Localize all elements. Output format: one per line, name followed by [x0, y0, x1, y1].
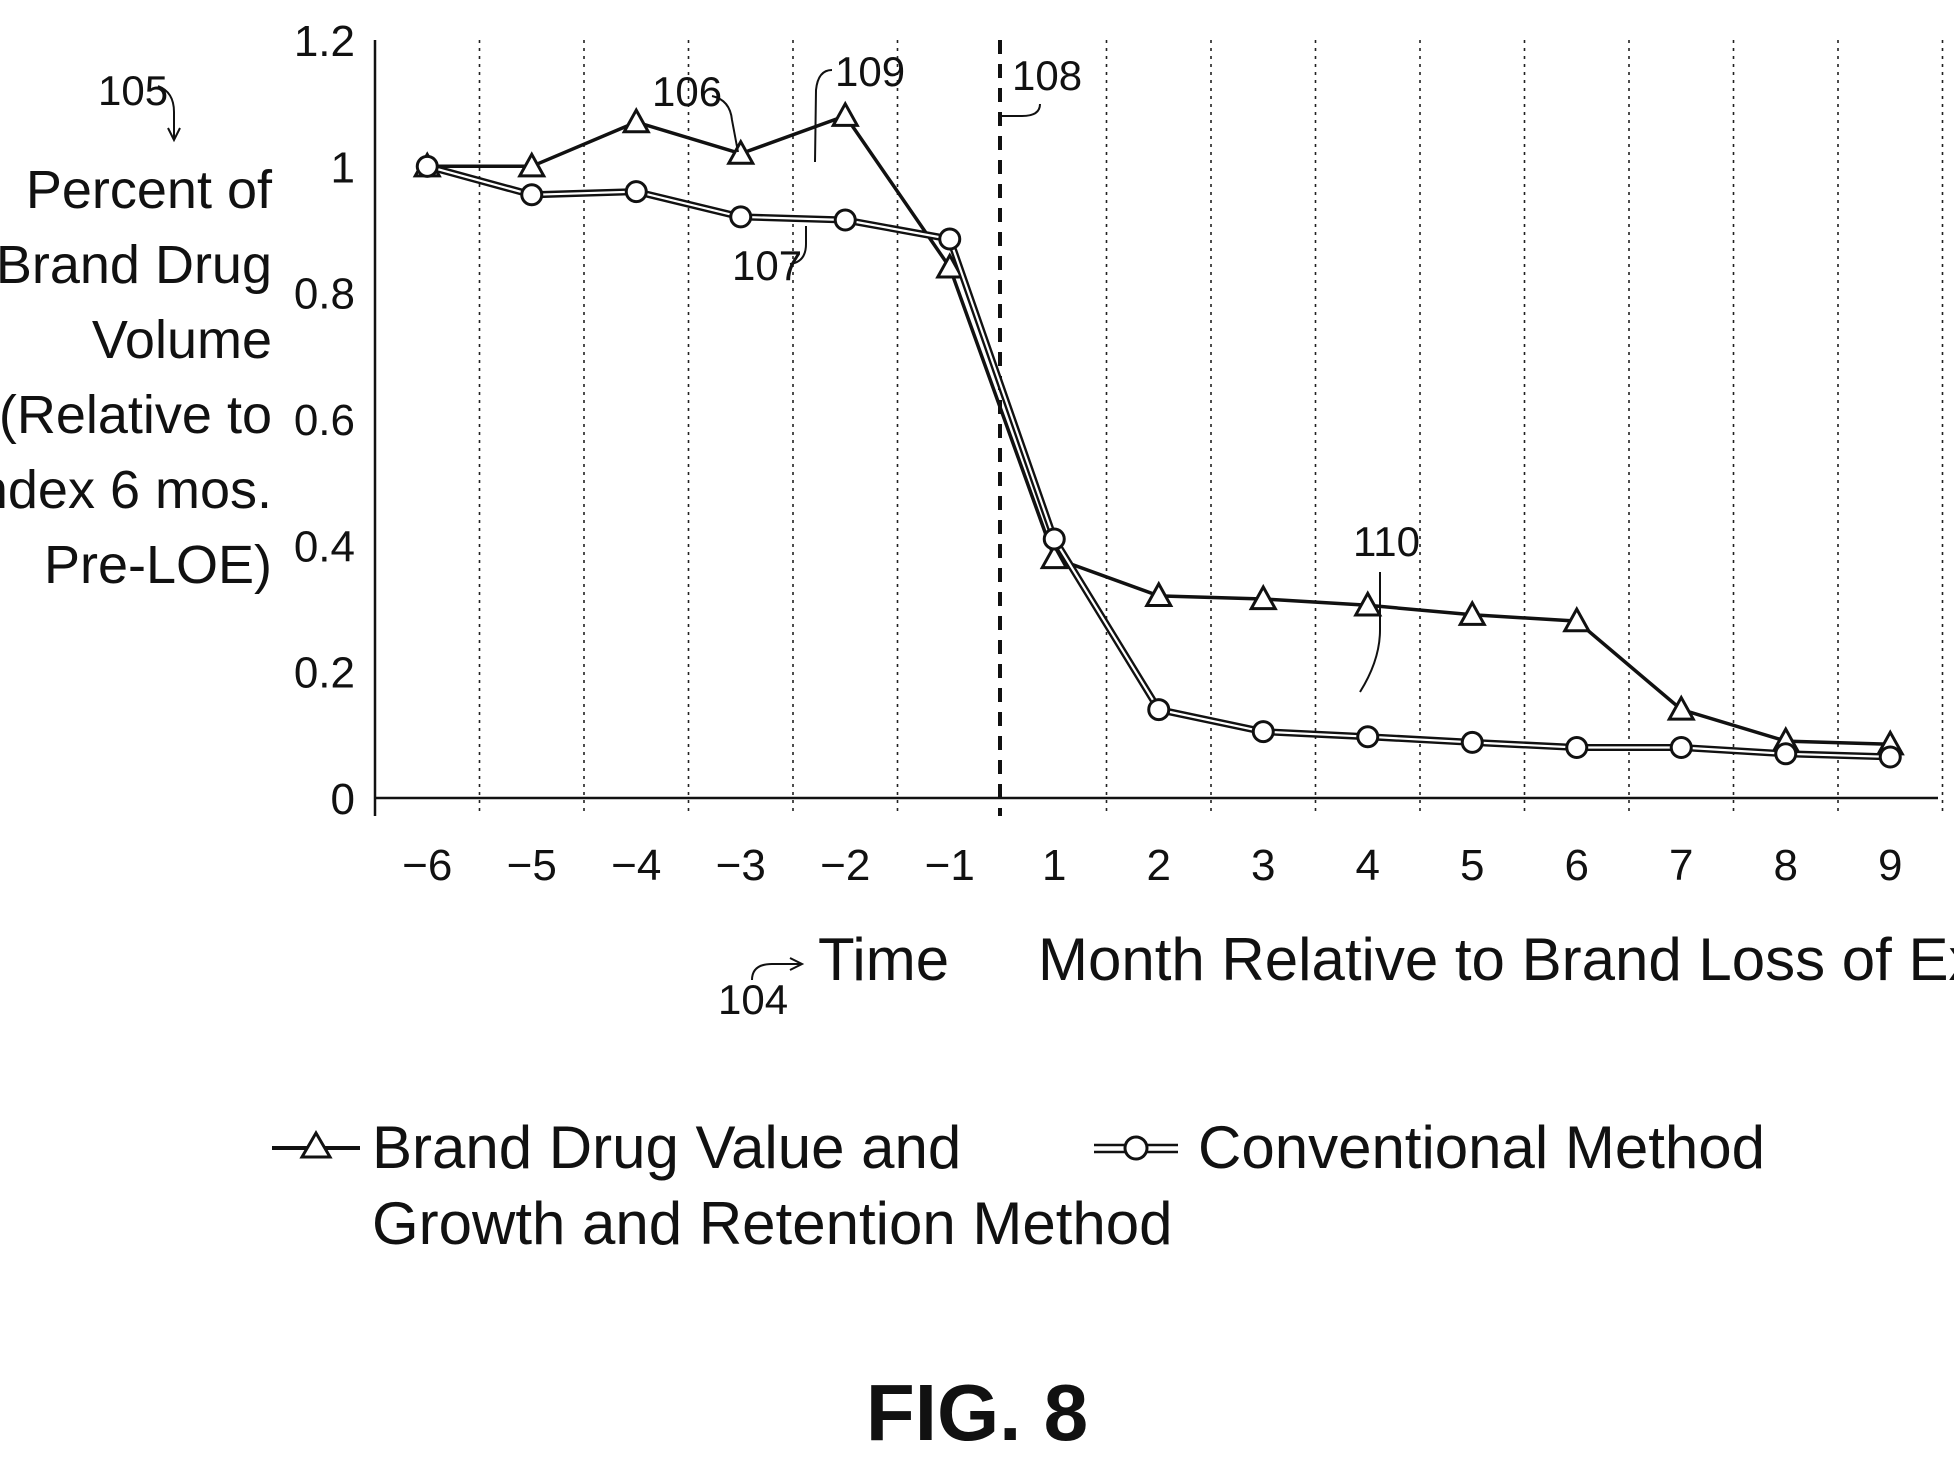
point-brand	[1353, 590, 1383, 617]
legend-triangle-icon	[299, 1130, 333, 1159]
x-tick-label: −3	[716, 841, 766, 890]
point-brand	[1248, 583, 1278, 611]
point-brand	[621, 107, 651, 134]
point-conventional	[1251, 720, 1275, 744]
y-tick-label: 1.2	[294, 17, 355, 66]
y-tick-label: 0.6	[294, 396, 355, 445]
ref-110-leader	[1359, 572, 1381, 693]
point-brand	[517, 151, 547, 178]
legend-item-brand: Brand Drug Value and Growth and Retentio…	[272, 1114, 1172, 1257]
ref-106-leader	[711, 95, 739, 153]
x-tick-label: −4	[611, 841, 661, 890]
x-tick-label: −6	[402, 841, 452, 890]
point-conventional	[1774, 742, 1798, 766]
y-axis-title: Percent of Brand Drug Volume (Relative t…	[0, 160, 273, 595]
point-brand	[1144, 580, 1174, 607]
series-line-brand	[427, 113, 1891, 747]
ref-105-arrow	[167, 127, 181, 143]
ref-109-leader	[814, 69, 833, 163]
grid-lines	[478, 40, 1944, 816]
ylabel-line-3: Volume	[92, 310, 272, 370]
ylabel-line-6: Pre-LOE)	[44, 535, 272, 595]
ylabel-line-5: Index 6 mos.	[0, 460, 272, 520]
point-conventional	[1356, 725, 1380, 749]
x-tick-label: 5	[1460, 841, 1484, 890]
ref-104-leader	[751, 963, 800, 981]
x-tick-label: −2	[820, 841, 870, 890]
x-tick-label: −1	[925, 841, 975, 890]
ref-104: 104	[718, 976, 788, 1023]
ref-108-leader	[1000, 103, 1041, 117]
y-tick-label: 0.4	[294, 522, 355, 571]
axes	[373, 40, 1938, 816]
x-tick-label: 3	[1251, 841, 1275, 890]
legend-label-brand-line2: Growth and Retention Method	[372, 1190, 1172, 1257]
ref-107: 107	[732, 242, 802, 289]
x-tick-label: 2	[1147, 841, 1171, 890]
x-tick-label: 6	[1565, 841, 1589, 890]
series-line-conventional	[426, 162, 1891, 761]
legend-label-brand-line1: Brand Drug Value and	[372, 1114, 961, 1181]
y-tick-label: 0.2	[294, 649, 355, 698]
ref-107-leader	[789, 226, 807, 265]
point-conventional	[415, 154, 439, 178]
point-conventional	[1669, 735, 1693, 759]
legend-item-conventional: Conventional Method	[1094, 1114, 1765, 1181]
xlabel-time: Time	[818, 926, 949, 993]
point-conventional	[1042, 527, 1066, 551]
point-brand	[1666, 694, 1696, 721]
series-layer	[412, 100, 1905, 769]
point-conventional	[938, 227, 962, 251]
series-line-conventional-inner	[427, 165, 1891, 758]
ylabel-line-4: (Relative to	[0, 385, 272, 445]
point-brand	[1562, 606, 1592, 633]
ref-110: 110	[1353, 518, 1420, 565]
x-tick-label: 4	[1356, 841, 1380, 890]
point-brand	[1457, 599, 1487, 626]
point-conventional	[520, 183, 544, 207]
y-tick-label: 0	[331, 775, 355, 824]
xlabel-month: Month Relative to Brand Loss of Exclusiv…	[1038, 926, 1954, 993]
ylabel-line-1: Percent of	[26, 160, 273, 220]
y-tick-labels: 0 0.2 0.4 0.6 0.8 1 1.2	[294, 17, 355, 824]
ylabel-line-2: Brand Drug	[0, 235, 272, 295]
point-brand	[1039, 542, 1069, 570]
point-conventional	[1147, 698, 1171, 722]
point-conventional	[833, 208, 857, 232]
legend: Brand Drug Value and Growth and Retentio…	[272, 1114, 1765, 1257]
point-brand	[726, 138, 756, 165]
point-conventional	[624, 180, 648, 204]
ref-105-leader	[157, 85, 175, 138]
point-conventional	[729, 205, 753, 229]
x-tick-label: 9	[1878, 841, 1902, 890]
ref-109: 109	[835, 48, 905, 95]
figure-label: FIG. 8	[866, 1368, 1088, 1457]
point-conventional	[1878, 745, 1902, 769]
ref-105: 105	[98, 67, 168, 114]
point-conventional	[1565, 735, 1589, 759]
legend-circle-icon	[1123, 1135, 1149, 1161]
ref-108: 108	[1012, 52, 1082, 99]
x-tick-label: 7	[1669, 841, 1693, 890]
x-tick-label: 1	[1042, 841, 1066, 890]
y-tick-label: 1	[331, 143, 355, 192]
point-brand	[830, 100, 860, 127]
ref-104-arrow	[789, 957, 805, 971]
point-conventional	[1460, 730, 1484, 754]
legend-label-conventional: Conventional Method	[1198, 1114, 1765, 1181]
y-tick-label: 0.8	[294, 270, 355, 319]
x-tick-label: 8	[1774, 841, 1798, 890]
x-tick-labels: −6 −5 −4 −3 −2 −1 1 2 3 4 5 6 7 8 9	[402, 841, 1902, 890]
x-tick-label: −5	[507, 841, 557, 890]
ref-106: 106	[652, 68, 722, 115]
